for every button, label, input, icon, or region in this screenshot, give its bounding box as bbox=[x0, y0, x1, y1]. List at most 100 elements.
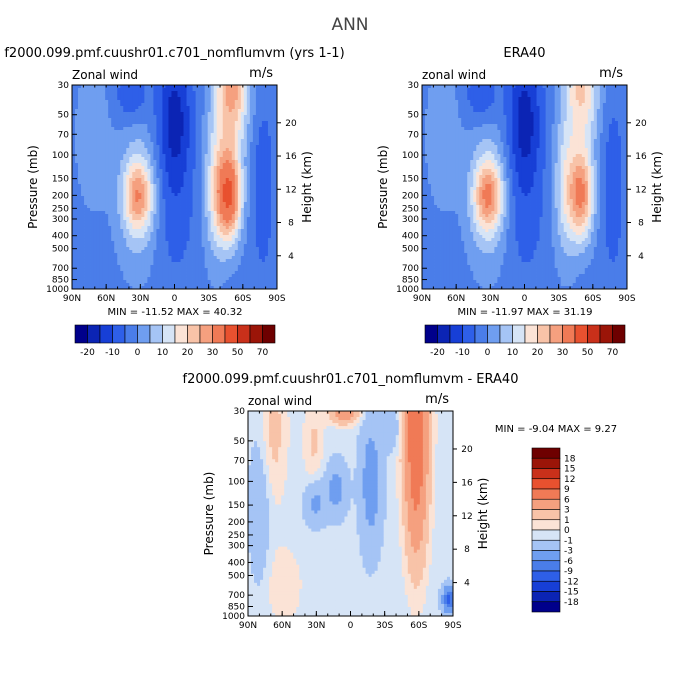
field-cell bbox=[198, 145, 203, 149]
field-cell bbox=[99, 208, 103, 212]
field-cell bbox=[237, 217, 242, 221]
field-cell bbox=[144, 256, 148, 260]
field-cell bbox=[258, 85, 263, 89]
field-cell bbox=[207, 286, 212, 290]
field-cell bbox=[162, 256, 166, 260]
field-cell bbox=[554, 88, 559, 92]
field-cell bbox=[216, 178, 221, 182]
field-cell bbox=[183, 280, 187, 284]
field-cell bbox=[255, 100, 260, 104]
field-cell bbox=[228, 277, 233, 281]
field-cell bbox=[213, 265, 218, 269]
field-cell bbox=[111, 220, 115, 224]
field-cell bbox=[270, 127, 275, 131]
field-cell bbox=[108, 88, 112, 92]
field-cell bbox=[87, 196, 91, 200]
field-cell bbox=[243, 127, 248, 131]
field-cell bbox=[81, 274, 85, 278]
field-cell bbox=[231, 283, 236, 287]
field-cell bbox=[231, 244, 236, 248]
field-cell bbox=[120, 286, 124, 290]
field-cell bbox=[198, 211, 203, 215]
field-cell bbox=[225, 151, 230, 155]
field-cell bbox=[228, 118, 233, 122]
field-cell bbox=[195, 196, 200, 200]
field-cell bbox=[78, 217, 82, 221]
field-cell bbox=[84, 106, 88, 110]
field-cell bbox=[165, 127, 169, 131]
field-cell bbox=[249, 136, 254, 140]
field-cell bbox=[234, 253, 239, 257]
field-cell bbox=[216, 94, 221, 98]
field-cell bbox=[222, 85, 227, 89]
field-cell bbox=[114, 142, 118, 146]
field-cell bbox=[81, 226, 85, 230]
field-cell bbox=[225, 232, 230, 236]
field-cell bbox=[90, 190, 94, 194]
field-cell bbox=[273, 232, 278, 236]
field-cell bbox=[162, 205, 166, 209]
field-cell bbox=[204, 259, 209, 263]
field-cell bbox=[183, 217, 187, 221]
field-cell bbox=[147, 169, 151, 173]
field-cell bbox=[231, 226, 236, 230]
field-cell bbox=[455, 85, 459, 89]
field-cell bbox=[207, 121, 212, 125]
field-cell bbox=[180, 223, 184, 227]
field-cell bbox=[222, 277, 227, 281]
field-cell bbox=[198, 187, 203, 191]
field-cell bbox=[153, 145, 157, 149]
field-cell bbox=[500, 88, 504, 92]
field-cell bbox=[213, 214, 218, 218]
field-cell bbox=[252, 109, 257, 113]
field-cell bbox=[273, 277, 278, 281]
field-cell bbox=[111, 199, 115, 203]
field-cell bbox=[96, 241, 100, 245]
field-cell bbox=[461, 88, 465, 92]
field-cell bbox=[87, 259, 91, 263]
field-cell bbox=[228, 136, 233, 140]
field-cell bbox=[240, 127, 245, 131]
field-cell bbox=[204, 175, 209, 179]
field-cell bbox=[195, 172, 200, 176]
field-cell bbox=[246, 277, 251, 281]
field-cell bbox=[234, 85, 239, 89]
field-cell bbox=[246, 268, 251, 272]
field-cell bbox=[249, 283, 254, 287]
field-cell bbox=[129, 187, 133, 191]
field-cell bbox=[219, 151, 224, 155]
field-cell bbox=[255, 244, 260, 248]
field-cell bbox=[96, 172, 100, 176]
field-cell bbox=[132, 94, 136, 98]
field-cell bbox=[219, 208, 224, 212]
field-cell bbox=[171, 172, 175, 176]
field-cell bbox=[207, 202, 212, 206]
field-cell bbox=[228, 247, 233, 251]
field-cell bbox=[99, 217, 103, 221]
field-cell bbox=[261, 199, 266, 203]
field-cell bbox=[186, 277, 190, 281]
field-cell bbox=[204, 148, 209, 152]
field-cell bbox=[243, 103, 248, 107]
field-cell bbox=[237, 100, 242, 104]
field-cell bbox=[126, 97, 130, 101]
field-cell bbox=[165, 262, 169, 266]
field-cell bbox=[177, 187, 181, 191]
field-cell bbox=[135, 172, 139, 176]
field-cell bbox=[195, 115, 200, 119]
field-cell bbox=[270, 262, 275, 266]
field-cell bbox=[81, 199, 85, 203]
y-tick-label: 1000 bbox=[46, 285, 69, 295]
field-cell bbox=[135, 268, 139, 272]
field-cell bbox=[261, 241, 266, 245]
field-cell bbox=[440, 94, 444, 98]
field-cell bbox=[114, 181, 118, 185]
field-cell bbox=[84, 223, 88, 227]
field-cell bbox=[117, 94, 121, 98]
field-cell bbox=[198, 133, 203, 137]
field-cell bbox=[162, 115, 166, 119]
field-cell bbox=[114, 154, 118, 158]
field-cell bbox=[240, 205, 245, 209]
x-tick-label: 60N bbox=[97, 294, 115, 304]
field-cell bbox=[210, 214, 215, 218]
